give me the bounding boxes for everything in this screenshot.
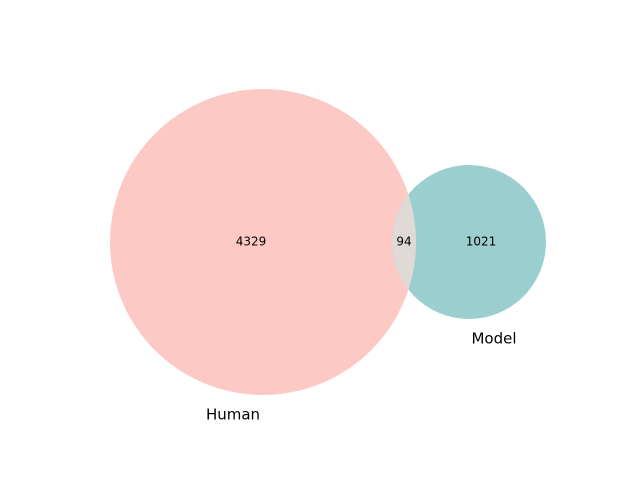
model-only-count: 1021 — [466, 235, 497, 249]
model-set-label: Model — [471, 330, 516, 348]
model-set-circle — [392, 165, 546, 319]
intersection-count: 94 — [396, 235, 411, 249]
human-set-circle — [110, 89, 416, 395]
human-set-label: Human — [206, 406, 260, 424]
human-only-count: 4329 — [236, 235, 267, 249]
